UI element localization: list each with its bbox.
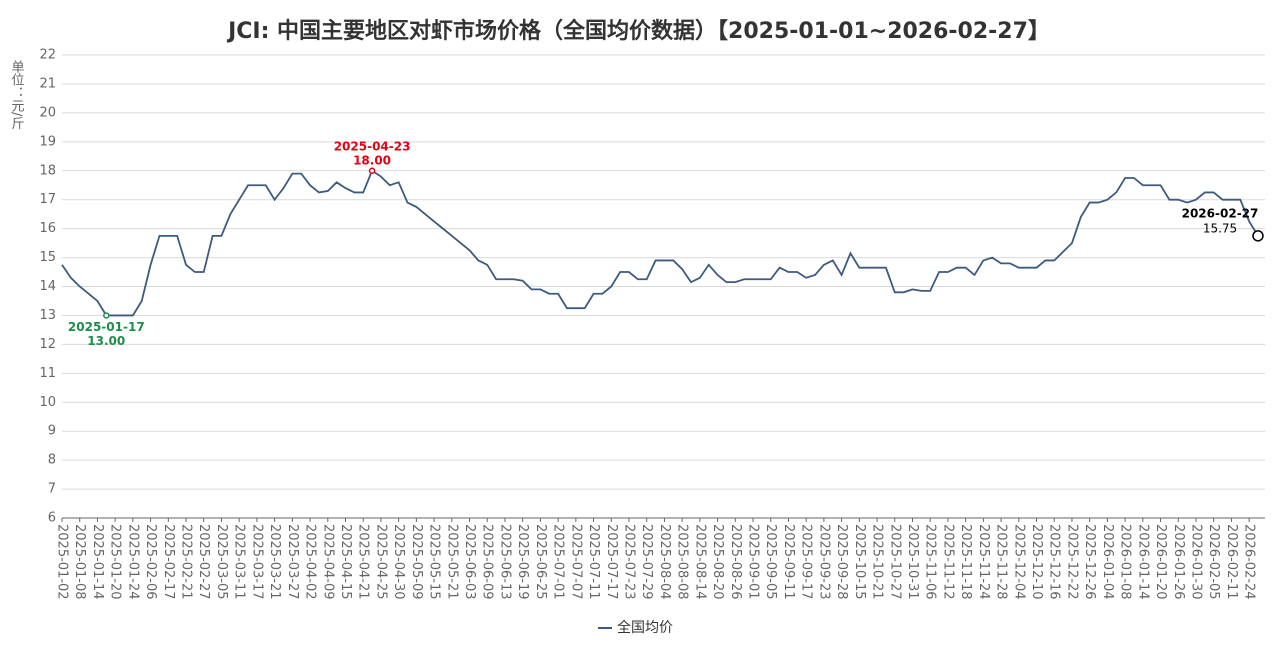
- x-tick-label: 2025-01-02: [55, 524, 70, 600]
- x-tick-label: 2025-09-11: [781, 524, 796, 600]
- x-tick-label: 2026-01-08: [1118, 524, 1133, 600]
- annotation-date: 2025-04-23: [334, 139, 411, 153]
- y-tick-label: 6: [48, 511, 56, 526]
- x-tick-label: 2025-02-06: [143, 524, 158, 600]
- x-tick-label: 2025-08-26: [728, 524, 743, 600]
- x-tick-label: 2025-03-11: [232, 524, 247, 600]
- x-tick-label: 2026-01-20: [1153, 524, 1168, 600]
- x-tick-label: 2025-12-04: [1011, 524, 1026, 600]
- chart-title: JCI: 中国主要地区对虾市场价格（全国均价数据）【2025-01-01~202…: [226, 18, 1050, 44]
- x-tick-label: 2025-07-11: [586, 524, 601, 600]
- x-tick-label: 2025-07-29: [639, 524, 654, 600]
- x-tick-label: 2025-11-06: [923, 524, 938, 600]
- x-tick-label: 2025-05-15: [427, 524, 442, 600]
- x-tick-label: 2025-05-09: [409, 524, 424, 600]
- x-tick-label: 2025-08-08: [675, 524, 690, 600]
- x-tick-label: 2025-09-05: [763, 524, 778, 600]
- x-tick-label: 2025-12-26: [1082, 524, 1097, 600]
- x-tick-label: 2025-06-09: [480, 524, 495, 600]
- x-tick-label: 2025-06-25: [533, 524, 548, 600]
- x-tick-label: 2025-09-28: [834, 524, 849, 600]
- y-tick-label: 21: [39, 76, 56, 91]
- x-tick-label: 2025-06-13: [497, 524, 512, 600]
- y-tick-label: 15: [39, 250, 56, 265]
- annotation-point: [103, 312, 110, 319]
- annotation-point: [1252, 230, 1264, 242]
- x-tick-label: 2025-06-19: [515, 524, 530, 600]
- annotation-value: 13.00: [87, 334, 125, 348]
- y-tick-label: 12: [39, 337, 56, 352]
- y-tick-label: 14: [39, 279, 56, 294]
- x-tick-label: 2025-04-02: [303, 524, 318, 600]
- x-tick-label: 2026-01-26: [1171, 524, 1186, 600]
- legend-label: 全国均价: [617, 619, 673, 636]
- y-tick-label: 7: [48, 482, 56, 497]
- y-tick-label: 8: [48, 453, 56, 468]
- annotation-date: 2025-01-17: [68, 320, 145, 334]
- y-tick-label: 16: [39, 221, 56, 236]
- x-tick-label: 2025-02-27: [196, 524, 211, 600]
- annotation-date: 2026-02-27: [1182, 206, 1259, 220]
- x-tick-label: 2025-04-09: [320, 524, 335, 600]
- x-tick-label: 2025-04-30: [391, 524, 406, 600]
- annotation-point: [368, 167, 376, 174]
- y-tick-label: 17: [39, 192, 56, 207]
- x-tick-label: 2025-02-21: [179, 524, 194, 600]
- x-tick-label: 2025-12-22: [1064, 524, 1079, 600]
- x-tick-label: 2025-08-14: [692, 524, 707, 600]
- x-tick-label: 2025-08-20: [710, 524, 725, 600]
- x-tick-label: 2025-10-31: [905, 524, 920, 600]
- x-tick-label: 2025-10-21: [870, 524, 885, 600]
- x-tick-label: 2025-09-17: [799, 524, 814, 600]
- x-tick-label: 2025-11-18: [958, 524, 973, 600]
- x-tick-label: 2025-03-05: [214, 524, 229, 600]
- x-tick-label: 2025-11-24: [976, 524, 991, 600]
- x-tick-label: 2025-04-15: [338, 524, 353, 600]
- x-tick-label: 2025-03-17: [249, 524, 264, 600]
- x-tick-label: 2025-04-21: [356, 524, 371, 600]
- x-tick-label: 2025-09-23: [816, 524, 831, 600]
- y-tick-label: 22: [39, 48, 56, 63]
- y-tick-label: 10: [39, 395, 56, 410]
- x-tick-label: 2025-12-16: [1047, 524, 1062, 600]
- x-tick-label: 2025-12-10: [1029, 524, 1044, 600]
- x-tick-label: 2025-07-07: [568, 524, 583, 600]
- annotation-value: 15.75: [1203, 221, 1237, 235]
- annotation-value: 18.00: [353, 153, 391, 167]
- x-tick-label: 2025-07-01: [551, 524, 566, 600]
- x-tick-label: 2025-01-20: [108, 524, 123, 600]
- x-tick-label: 2025-03-21: [267, 524, 282, 600]
- x-tick-label: 2026-02-24: [1242, 524, 1257, 600]
- x-tick-label: 2025-10-15: [852, 524, 867, 600]
- x-tick-label: 2025-04-25: [373, 524, 388, 600]
- series-line: [61, 169, 1259, 317]
- x-tick-label: 2025-06-03: [462, 524, 477, 600]
- x-tick-label: 2025-05-21: [444, 524, 459, 600]
- x-tick-label: 2025-07-23: [621, 524, 636, 600]
- y-tick-label: 19: [39, 134, 56, 149]
- x-tick-label: 2026-01-30: [1188, 524, 1203, 600]
- y-tick-label: 20: [39, 105, 56, 120]
- y-tick-label: 9: [48, 424, 56, 439]
- x-tick-label: 2025-01-24: [125, 524, 140, 600]
- x-tick-label: 2025-07-17: [604, 524, 619, 600]
- x-tick-label: 2025-08-04: [657, 524, 672, 600]
- x-tick-label: 2025-02-17: [161, 524, 176, 600]
- x-tick-label: 2026-02-05: [1206, 524, 1221, 600]
- y-tick-label: 18: [39, 163, 56, 178]
- x-tick-label: 2026-01-04: [1100, 524, 1115, 600]
- x-tick-label: 2025-11-28: [994, 524, 1009, 600]
- x-tick-label: 2026-02-11: [1224, 524, 1239, 600]
- x-tick-label: 2025-10-27: [887, 524, 902, 600]
- x-tick-label: 2025-01-08: [72, 524, 87, 600]
- y-axis-label: 单位：元/斤: [9, 60, 25, 131]
- y-tick-label: 11: [39, 366, 56, 381]
- x-tick-label: 2025-03-27: [285, 524, 300, 600]
- x-tick-label: 2025-01-14: [90, 524, 105, 600]
- x-tick-label: 2025-09-01: [746, 524, 761, 600]
- x-tick-label: 2025-11-12: [940, 524, 955, 600]
- x-tick-label: 2026-01-14: [1135, 524, 1150, 600]
- y-tick-label: 13: [39, 308, 56, 323]
